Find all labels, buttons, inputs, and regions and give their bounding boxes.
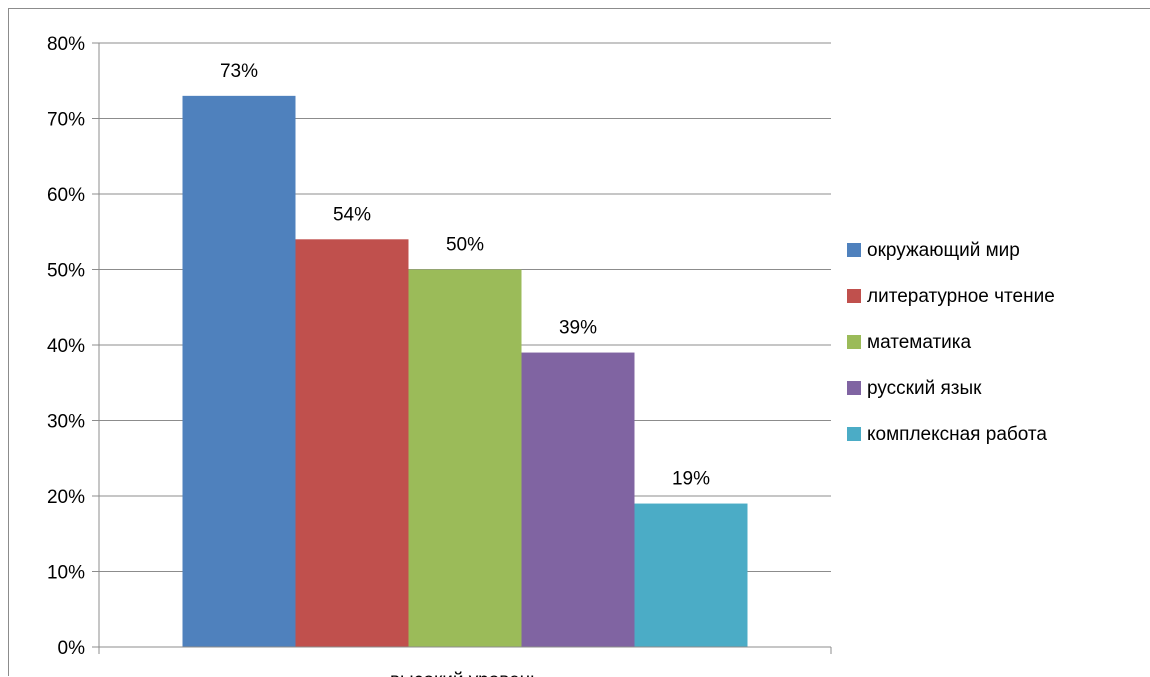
legend-swatch-3 [847, 335, 861, 349]
y-tick-label: 60% [47, 185, 85, 206]
data-label-2: 54% [333, 204, 371, 225]
legend-swatch-1 [847, 243, 861, 257]
bar-chart: 0% 10% 20% 30% 40% 50% 60% 70% 80% высокий уровен… [47, 34, 1055, 677]
y-tick-label: 40% [47, 336, 85, 357]
bar-1 [182, 95, 296, 648]
data-label-3: 50% [446, 235, 484, 256]
data-labels: 73% 54% 50% 39% 19% [220, 61, 710, 490]
bar-5 [634, 503, 748, 647]
data-label-5: 19% [672, 469, 710, 490]
y-tick-label: 10% [47, 563, 85, 584]
bar-4 [521, 352, 635, 647]
chart-frame: 0% 10% 20% 30% 40% 50% 60% 70% 80% высокий уровен… [8, 8, 1150, 677]
legend-label-4: русский язык [867, 378, 982, 399]
x-category-label: высокий уровень [390, 670, 540, 677]
y-tick-label: 80% [47, 34, 85, 55]
y-tick-label: 30% [47, 412, 85, 433]
y-tick-label: 70% [47, 110, 85, 131]
y-tick-label: 0% [58, 638, 86, 659]
legend-label-5: комплексная работа [867, 424, 1047, 445]
data-label-4: 39% [559, 318, 597, 339]
legend: окружающий мир литературное чтение математ… [847, 240, 1055, 445]
bar-3 [408, 269, 522, 647]
data-label-1: 73% [220, 61, 258, 82]
legend-swatch-5 [847, 427, 861, 441]
legend-swatch-2 [847, 289, 861, 303]
bar-2 [295, 239, 409, 648]
y-tick-label: 20% [47, 487, 85, 508]
y-tick-label: 50% [47, 261, 85, 282]
bars [182, 95, 748, 648]
axes: 0% 10% 20% 30% 40% 50% 60% 70% 80% высокий уровен… [47, 34, 832, 677]
legend-swatch-4 [847, 381, 861, 395]
legend-label-2: литературное чтение [867, 286, 1055, 307]
legend-label-1: окружающий мир [867, 240, 1020, 261]
legend-label-3: математика [867, 332, 972, 353]
